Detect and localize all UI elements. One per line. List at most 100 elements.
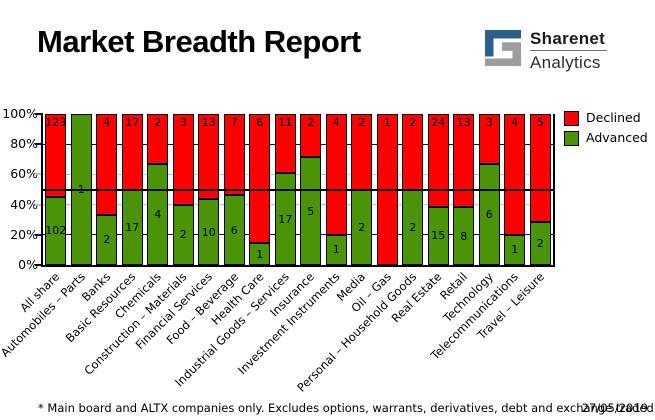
advanced-segment: 5 — [300, 157, 322, 265]
bar-value-label: 13 — [456, 116, 471, 129]
y-tick-mark — [35, 203, 41, 206]
bar-value-label: 6 — [230, 223, 238, 237]
y-tick-mark — [35, 264, 41, 266]
x-axis-line — [41, 265, 555, 267]
declined-segment: 11 — [274, 114, 296, 174]
declined-segment: 24 — [427, 114, 449, 207]
gridline-80 — [43, 143, 553, 145]
bar-value-label: 2 — [154, 116, 162, 129]
advanced-segment: 1 — [249, 243, 271, 265]
gridline-40 — [43, 204, 553, 206]
advanced-segment: 10 — [198, 199, 220, 265]
gridline-60 — [43, 173, 553, 175]
sharenet-s-icon — [484, 29, 522, 67]
bar-value-label: 3 — [485, 116, 493, 129]
bar-value-label: 1 — [256, 247, 264, 261]
bar-value-label: 2 — [409, 220, 417, 234]
bar-value-label: 8 — [460, 229, 468, 243]
bar-value-label: 2 — [409, 116, 417, 129]
declined-segment: 123 — [45, 114, 67, 197]
bar-value-label: 1 — [332, 243, 340, 257]
stacked-bar: 11 17 — [274, 114, 296, 265]
plot-area: 1231021421717243213107661111725412212224… — [43, 114, 553, 265]
bar-value-label: 5 — [536, 116, 544, 129]
y-tick-mark — [35, 113, 41, 115]
y-tick-mark — [35, 143, 41, 146]
advanced-segment: 2 — [529, 221, 551, 265]
footnote: * Main board and ALTX companies only. Ex… — [38, 401, 655, 415]
y-tick-label: 0% — [18, 257, 38, 272]
stacked-bar: 13 10 — [198, 114, 220, 265]
declined-segment: 2 — [147, 114, 169, 165]
declined-segment: 13 — [198, 114, 220, 200]
declined-segment: 4 — [504, 114, 526, 235]
stacked-bar: 13 8 — [453, 114, 475, 265]
bar-value-label: 2 — [307, 116, 315, 129]
declined-segment: 6 — [249, 114, 271, 244]
bar-value-label: 13 — [201, 116, 216, 129]
logo-text: Sharenet Analytics — [530, 29, 608, 72]
advanced-segment: 17 — [274, 173, 296, 265]
bar-value-label: 4 — [332, 116, 340, 129]
advanced-segment: 15 — [427, 206, 449, 265]
declined-segment: 17 — [121, 114, 143, 190]
declined-segment: 4 — [325, 114, 347, 235]
bar-value-label: 2 — [536, 236, 544, 250]
y-tick-mark — [35, 233, 41, 236]
y-tick-mark — [35, 173, 41, 176]
logo-line-analytics: Analytics — [530, 53, 601, 72]
bar-value-label: 2 — [358, 220, 366, 234]
advanced-segment: 17 — [121, 189, 143, 265]
advanced-segment: 1 — [504, 234, 526, 265]
bar-value-label: 4 — [154, 208, 162, 222]
declined-segment: 13 — [453, 114, 475, 208]
declined-segment: 3 — [478, 114, 500, 165]
bar-value-label: 24 — [431, 116, 446, 129]
stacked-bar: 123 102 — [45, 114, 67, 265]
fifty-percent-line — [43, 188, 553, 191]
y-tick-label: 20% — [10, 226, 38, 242]
legend-swatch — [564, 111, 579, 126]
bar-value-label: 4 — [103, 116, 111, 129]
stacked-bar: 17 17 — [121, 114, 143, 265]
advanced-segment: 2 — [402, 189, 424, 265]
plot-right-border — [553, 114, 555, 266]
y-tick-label: 60% — [10, 166, 38, 182]
bar-value-label: 4 — [511, 116, 519, 129]
stacked-bar: 24 15 — [427, 114, 449, 265]
bar-value-label: 10 — [201, 225, 216, 239]
bar-value-label: 2 — [358, 116, 366, 129]
bar-value-label: 1 — [511, 243, 519, 257]
advanced-segment: 8 — [453, 207, 475, 265]
advanced-segment: 1 — [325, 234, 347, 265]
bar-value-label: 5 — [307, 204, 315, 218]
page-title: Market Breadth Report — [37, 24, 361, 59]
bar-value-label: 102 — [45, 224, 67, 238]
legend: Declined Advanced — [564, 111, 648, 151]
bar-value-label: 6 — [256, 116, 264, 129]
bar-value-label: 17 — [125, 220, 140, 234]
bar-value-label: 1 — [383, 116, 391, 129]
declined-segment: 2 — [300, 114, 322, 158]
y-tick-label: 100% — [2, 106, 38, 121]
legend-label: Declined — [586, 110, 641, 126]
declined-segment: 2 — [351, 114, 373, 190]
advanced-segment: 6 — [223, 195, 245, 265]
bar-value-label: 15 — [431, 229, 446, 243]
legend-swatch — [564, 131, 579, 146]
declined-segment: 7 — [223, 114, 245, 196]
report-date: 27/05/2019 — [581, 401, 648, 415]
bar-value-label: 11 — [278, 116, 293, 129]
advanced-segment: 6 — [478, 164, 500, 265]
y-tick-label: 80% — [10, 136, 38, 152]
logo-line-sharenet: Sharenet — [530, 29, 608, 51]
gridline-20 — [43, 234, 553, 236]
declined-segment: 5 — [529, 114, 551, 222]
legend-entry: Advanced — [564, 131, 648, 146]
